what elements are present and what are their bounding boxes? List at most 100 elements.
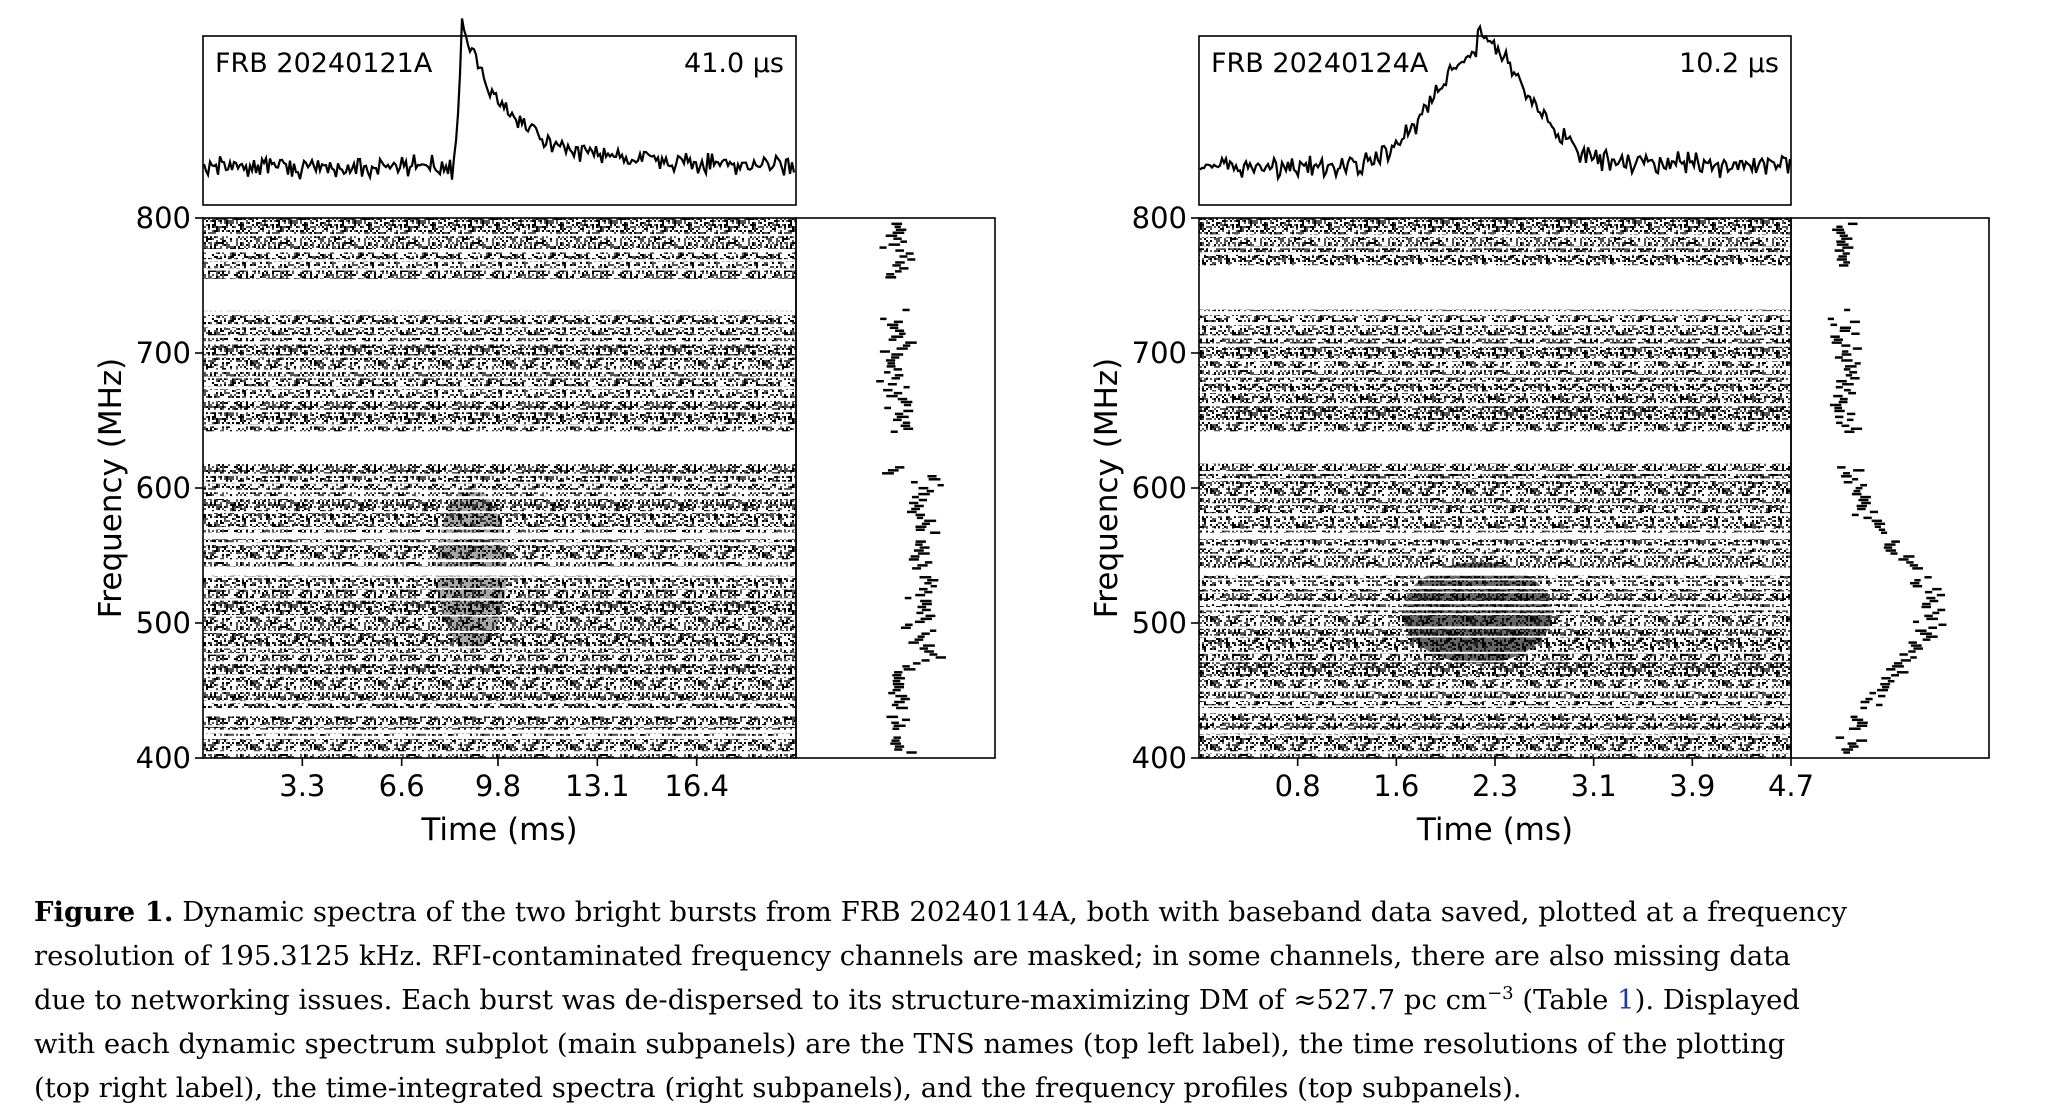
masked-channel-line (203, 674, 796, 677)
spectrum-bar (924, 650, 934, 653)
spectrum-bar (1845, 374, 1853, 377)
spectrum-bar (910, 480, 918, 484)
spectrum-bar (1906, 561, 1914, 564)
spectrum-bar (904, 596, 912, 600)
spectrum-bar (1836, 258, 1847, 261)
spectrum-bar (924, 590, 933, 594)
masked-channel-line (1199, 358, 1791, 362)
caption-text-3b: (Table (1513, 984, 1618, 1016)
spectrum-bar (890, 430, 898, 433)
spectrum-bar (1926, 617, 1938, 621)
spectrum-bar (900, 400, 913, 404)
spectrum-bar (1890, 552, 1898, 555)
spectrum-bar (915, 513, 926, 517)
panel-1: FRB 20240121A 41.0 µs 400 500 600 700 800 3.3 6.… (93, 18, 996, 848)
masked-channel-line (1199, 503, 1791, 506)
spectrum-bar (1903, 555, 1915, 558)
spectrum-bar (1924, 614, 1933, 618)
profile-frame (1198, 35, 1792, 206)
spectrum-bar (927, 475, 937, 478)
masked-channel-line (203, 630, 796, 634)
spectrum-bar (902, 344, 911, 347)
x-tick-label: 4.7 (1768, 769, 1814, 803)
table-reference-link[interactable]: 1 (1617, 984, 1635, 1016)
spectrum-bar (891, 703, 899, 707)
spectrum-bar (1909, 581, 1920, 585)
spectrum-bar (892, 688, 901, 692)
spectrum-bar (1885, 549, 1897, 552)
spectrum-bar (1908, 641, 1917, 644)
tns-name-label: FRB 20240124A (1211, 48, 1429, 79)
spectrum-bar (1912, 584, 1923, 588)
spectrum-bar (908, 558, 919, 561)
spectrum-bar (912, 662, 921, 665)
spectrum-bar (1858, 498, 1869, 502)
masked-channel-line (1199, 367, 1791, 371)
spectrum-bar (902, 421, 911, 425)
masked-channel-line (203, 700, 796, 704)
spectrum-bar (896, 347, 908, 350)
masked-channel-line (203, 424, 796, 427)
spectrum-bar (879, 246, 887, 249)
spectrum-bar (911, 507, 921, 511)
spectrum-bar (924, 561, 933, 564)
y-axis-label: Frequency (MHz) (1089, 358, 1125, 619)
masked-channel-line (203, 248, 796, 253)
spectrum-bar (1843, 368, 1851, 371)
spectrum-bar (1861, 501, 1871, 505)
spectrum-bar (897, 397, 908, 401)
masked-channel-line (203, 451, 796, 456)
spectrum-bar (887, 469, 899, 472)
y-tick-label: 700 (136, 336, 191, 370)
spectrum-bar (894, 374, 904, 377)
spectrum-bar (1869, 691, 1876, 695)
spectrum-bar (915, 540, 926, 543)
spectrum-bar (891, 356, 900, 359)
spectrum-bar (1891, 674, 1900, 677)
masked-channel-line (203, 397, 796, 402)
x-axis-label: Time (ms) (420, 812, 577, 848)
spectrum-bar (1841, 748, 1854, 751)
spectrum-bar (1851, 718, 1864, 722)
figure: FRB 20240121A 41.0 µs 400 500 600 700 800 3.3 6.… (93, 18, 1990, 848)
spectrum-bar (1924, 576, 1932, 579)
panel-2: FRB 20240124A 10.2 µs 400 500 600 700 800 0.8 1.… (1089, 23, 1990, 848)
spectrum-bar (1846, 418, 1854, 422)
spectrum-bar (915, 543, 923, 546)
y-tick-label: 800 (1132, 201, 1187, 235)
spectrum-bar (1860, 706, 1867, 710)
masked-channel-line (1199, 269, 1791, 272)
spectrum-bar (895, 261, 905, 264)
x-tick-label: 3.9 (1669, 769, 1715, 803)
spectrum-bar (891, 335, 904, 338)
spectrum-bar (1910, 656, 1917, 659)
x-tick-label: 3.3 (279, 769, 325, 803)
spectrum-bar (1926, 635, 1938, 638)
spectrum-bar (920, 599, 932, 603)
masked-channel-line (1199, 613, 1791, 616)
spectrum-bar (888, 691, 896, 695)
dynamic-spectrum (1199, 218, 1791, 758)
masked-channel-line (203, 294, 796, 297)
spectrum-bar (1915, 629, 1927, 632)
spectrum-bar (1921, 605, 1931, 609)
spectrum-bar (1841, 475, 1852, 478)
spectrum-bar (919, 546, 930, 549)
y-tick-label: 600 (1132, 471, 1187, 505)
spectrum-bar (1893, 662, 1903, 665)
spectrum-bar (894, 685, 905, 689)
masked-channel-line (1199, 478, 1791, 482)
masked-channel-line (1199, 635, 1791, 638)
spectrum-bar (899, 255, 908, 258)
spectrum-bar (1835, 736, 1845, 739)
spectrum-bar (914, 504, 924, 508)
spectrum-bar (896, 706, 908, 710)
spectrum-bar (886, 365, 896, 368)
masked-channel-line (203, 233, 796, 237)
spectrum-bar (930, 584, 937, 588)
spectrum-bar (885, 359, 896, 362)
spectrum-bar (886, 394, 898, 398)
time-resolution-label: 10.2 µs (1679, 48, 1779, 79)
masked-channel-line (1199, 459, 1791, 463)
spectrum-bar (906, 751, 917, 754)
